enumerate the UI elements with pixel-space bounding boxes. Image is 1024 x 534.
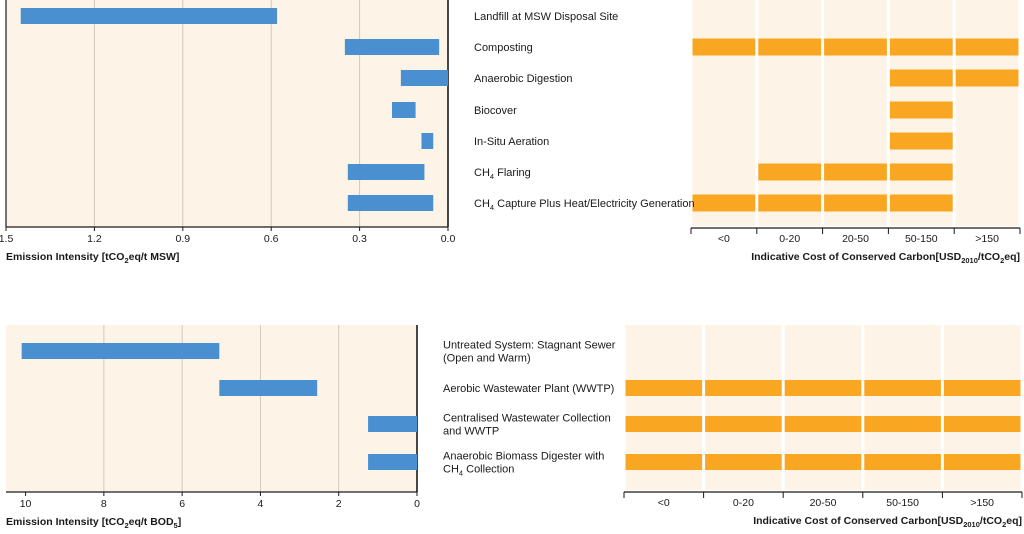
cost-cell [784, 454, 862, 470]
x-tick-label: 1.5 [0, 233, 13, 245]
cost-cell [864, 380, 941, 396]
category-label: CH4 Capture Plus Heat/Electricity Genera… [474, 198, 695, 212]
cost-cell [824, 38, 887, 56]
cost-cell [943, 454, 1021, 470]
cost-cell [955, 38, 1019, 56]
cost-bin-label: 50-150 [905, 233, 938, 245]
cost-cell [705, 380, 782, 396]
category-label: Anaerobic Digestion [474, 73, 572, 85]
cost-bin-label: 50-150 [886, 497, 919, 509]
cost-bin-label: <0 [718, 233, 730, 245]
cost-cell [784, 380, 862, 396]
cost-cell [784, 416, 862, 432]
cost-cell [955, 69, 1019, 87]
category-label: Anaerobic Biomass Digester with [443, 451, 604, 463]
emission-bar [368, 416, 417, 432]
cost-cell [625, 416, 703, 432]
category-label: (Open and Warm) [443, 353, 531, 365]
cost-cell [864, 416, 941, 432]
cost-column-background [955, 0, 1019, 226]
cost-cell [692, 38, 756, 56]
cost-cell [889, 163, 953, 181]
category-label: CH4 Flaring [474, 167, 531, 181]
x-tick-label: 0.9 [175, 233, 190, 245]
category-label: Landfill at MSW Disposal Site [474, 11, 618, 23]
emission-bar [400, 70, 448, 86]
x-tick-label: 10 [20, 498, 32, 510]
emission-bar [347, 164, 425, 180]
emission-bar [344, 39, 440, 55]
category-label: Biocover [474, 105, 517, 117]
emission-bar [421, 133, 434, 149]
cost-cell [625, 380, 703, 396]
emission-bar [21, 343, 220, 359]
cost-axis-title: Indicative Cost of Conserved Carbon[USD2… [753, 515, 1022, 529]
cost-column-background [692, 0, 756, 226]
cost-cell [943, 416, 1021, 432]
x-tick-label: 0.3 [352, 233, 367, 245]
msw-cost-panel: <0 0-20 20-50 50-150 >150 [690, 0, 1021, 245]
category-label: CH4 Collection [443, 464, 514, 478]
emission-bar [219, 380, 318, 396]
cost-cell [692, 194, 756, 212]
emission-bar [392, 102, 416, 118]
x-tick-label: 6 [179, 498, 185, 510]
cost-bin-label: 0-20 [733, 497, 754, 509]
x-axis-title: Emission Intensity [tCO2eq/t MSW] [6, 251, 179, 265]
x-tick-label: 4 [258, 498, 264, 510]
cost-bin-label: 0-20 [779, 233, 800, 245]
cost-cell [758, 38, 822, 56]
plot-background [6, 0, 448, 227]
cost-cell [758, 163, 822, 181]
x-tick-label: 2 [336, 498, 342, 510]
category-label: Untreated System: Stagnant Sewer [443, 340, 616, 352]
x-tick-label: 8 [101, 498, 107, 510]
cost-bin-label: >150 [970, 497, 994, 509]
wastewater-emission-panel: 10 8 6 4 2 0 [6, 325, 420, 510]
cost-cell [705, 454, 782, 470]
emission-bar [20, 8, 278, 24]
category-label: and WWTP [443, 426, 499, 438]
cost-bin-label: >150 [975, 233, 999, 245]
category-label: Aerobic Wastewater Plant (WWTP) [443, 383, 614, 395]
category-label: In-Situ Aeration [474, 136, 549, 148]
cost-cell [889, 69, 953, 87]
x-tick-label: 0.6 [264, 233, 279, 245]
x-tick-label: 1.2 [87, 233, 102, 245]
cost-column-background [824, 0, 887, 226]
cost-cell [824, 163, 887, 181]
x-axis-title: Emission Intensity [tCO2eq/t BOD5] [6, 516, 181, 530]
cost-cell [864, 454, 941, 470]
category-label: Centralised Wastewater Collection [443, 413, 611, 425]
emission-bar [368, 454, 417, 470]
cost-bin-label: <0 [658, 497, 670, 509]
cost-cell [625, 454, 703, 470]
wastewater-cost-panel: <0 0-20 20-50 50-150 >150 [623, 325, 1023, 509]
cost-cell [889, 38, 953, 56]
x-tick-label: 0.0 [441, 233, 456, 245]
cost-cell [889, 194, 953, 212]
cost-cell [705, 416, 782, 432]
cost-cell [824, 194, 887, 212]
x-tick-label: 0 [414, 498, 420, 510]
category-label: Composting [474, 42, 533, 54]
cost-column-background [758, 0, 822, 226]
cost-bin-label: 20-50 [810, 497, 837, 509]
cost-cell [943, 380, 1021, 396]
msw-emission-panel: 1.5 1.2 0.9 0.6 0.3 0.0 [0, 0, 455, 245]
emission-bar [347, 195, 434, 211]
cost-cell [889, 101, 953, 119]
cost-cell [889, 132, 953, 150]
cost-axis-title: Indicative Cost of Conserved Carbon[USD2… [751, 251, 1020, 265]
cost-cell [758, 194, 822, 212]
cost-bin-label: 20-50 [842, 233, 869, 245]
